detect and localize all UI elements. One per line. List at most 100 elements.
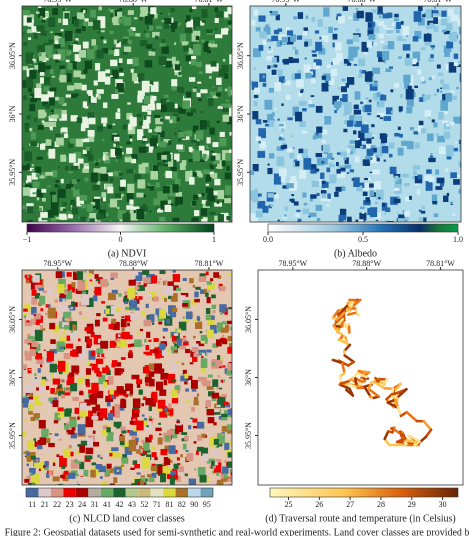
map-pixel <box>185 55 192 62</box>
map-pixel <box>66 429 69 433</box>
map-pixel <box>189 418 194 425</box>
map-pixel <box>135 307 140 311</box>
map-pixel <box>371 9 377 14</box>
map-pixel <box>102 425 108 432</box>
map-pixel <box>197 466 206 477</box>
lat-label: 36°N <box>236 105 245 122</box>
map-pixel <box>77 338 81 342</box>
map-pixel <box>298 100 307 107</box>
map-pixel <box>213 438 219 445</box>
map-pixel <box>136 282 140 286</box>
map-pixel <box>102 156 106 161</box>
map-pixel <box>132 270 139 276</box>
map-pixel <box>143 116 151 124</box>
map-pixel <box>345 82 350 88</box>
map-pixel <box>31 169 35 171</box>
map-pixel <box>58 336 67 343</box>
map-pixel <box>193 320 198 323</box>
map-pixel <box>168 203 174 207</box>
map-pixel <box>95 278 101 282</box>
map-pixel <box>227 452 232 458</box>
map-pixel <box>84 60 92 70</box>
map-pixel <box>254 87 260 94</box>
map-pixel <box>97 454 101 458</box>
map-pixel <box>104 470 111 477</box>
map-pixel <box>321 160 325 164</box>
map-pixel <box>316 59 322 66</box>
map-pixel <box>386 221 394 222</box>
map-pixel <box>227 273 232 276</box>
map-pixel <box>169 407 172 410</box>
map-pixel <box>276 146 285 151</box>
map-pixel <box>375 189 384 201</box>
map-pixel <box>43 349 46 351</box>
map-pixel <box>146 149 153 153</box>
map-pixel <box>441 10 447 17</box>
map-pixel <box>163 138 171 143</box>
map-pixel <box>207 417 215 424</box>
map-pixel <box>274 193 279 199</box>
class-label: 90 <box>190 500 198 509</box>
map-pixel <box>309 212 317 217</box>
map-pixel <box>221 394 227 398</box>
map-pixel <box>33 413 40 418</box>
map-pixel <box>119 146 122 149</box>
map-pixel <box>39 295 46 305</box>
map-pixel <box>149 138 157 147</box>
map-pixel <box>205 400 212 408</box>
map-pixel <box>255 119 262 125</box>
map-pixel <box>112 452 121 459</box>
map-pixel <box>212 287 220 292</box>
map-pixel <box>324 116 332 125</box>
map-pixel <box>457 174 460 178</box>
map-pixel <box>172 274 181 283</box>
map-pixel <box>60 207 66 211</box>
map-pixel <box>140 206 148 212</box>
route-segment <box>407 439 419 444</box>
map-pixel <box>111 289 118 295</box>
colorbar-tick-label: 0.5 <box>358 235 368 244</box>
map-pixel <box>131 483 136 485</box>
map-pixel <box>33 441 39 447</box>
map-pixel <box>201 192 205 197</box>
map-pixel <box>94 274 99 279</box>
map-pixel <box>205 183 210 186</box>
map-pixel <box>100 30 105 33</box>
map-pixel <box>200 341 205 344</box>
map-pixel <box>160 200 168 210</box>
map-pixel <box>129 199 134 205</box>
map-pixel <box>40 212 48 218</box>
route-segment <box>394 398 400 409</box>
map-pixel <box>35 279 43 288</box>
map-pixel <box>151 391 158 399</box>
map-pixel <box>386 12 393 18</box>
map-pixel <box>321 157 328 165</box>
map-pixel <box>120 339 127 349</box>
map-pixel <box>84 148 92 157</box>
map-pixel <box>92 295 98 302</box>
map-pixel <box>89 411 98 421</box>
map-pixel <box>174 153 180 162</box>
map-pixel <box>36 387 39 391</box>
map-pixel <box>231 153 232 159</box>
map-pixel <box>164 280 168 284</box>
class-label: 43 <box>128 500 136 509</box>
map-pixel <box>159 216 166 222</box>
map-pixel <box>113 321 120 331</box>
map-pixel <box>88 135 95 142</box>
map-pixel <box>61 127 68 132</box>
map-pixel <box>367 127 371 130</box>
map-pixel <box>207 192 216 202</box>
map-pixel <box>210 278 214 282</box>
map-pixel <box>64 13 70 21</box>
map-pixel <box>303 202 308 206</box>
map-pixel <box>24 151 32 162</box>
map-pixel <box>50 109 55 112</box>
map-pixel <box>158 281 161 284</box>
map-pixel <box>185 91 192 98</box>
map-pixel <box>63 133 69 139</box>
map-pixel <box>297 70 302 76</box>
map-pixel <box>132 460 138 465</box>
map-pixel <box>190 308 194 311</box>
map-pixel <box>34 373 37 376</box>
